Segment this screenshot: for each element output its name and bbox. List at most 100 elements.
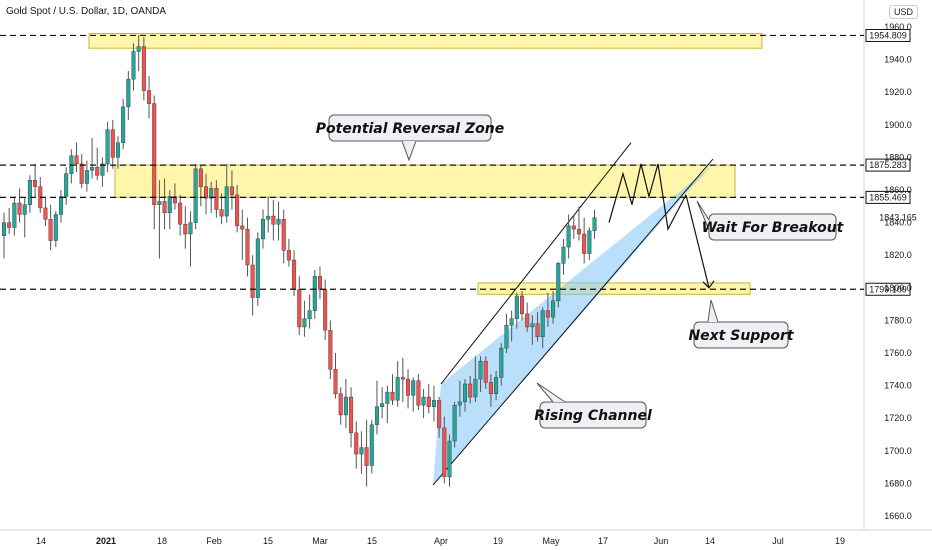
candle-body: [426, 396, 431, 407]
candle-body: [33, 180, 38, 187]
y-tick-label: 1940.0: [884, 55, 912, 65]
candle-body: [105, 129, 110, 165]
candle-body: [369, 424, 374, 466]
candle-body: [188, 222, 193, 235]
currency-badge[interactable]: USD: [888, 5, 918, 19]
breakdown-arrow: [685, 194, 710, 288]
y-tick-label: 1760.0: [884, 348, 912, 358]
candle-body: [582, 233, 587, 254]
zone-rect: [88, 33, 763, 49]
candle-body: [374, 406, 379, 425]
candle-body: [84, 170, 89, 184]
annotation-tail: [536, 382, 566, 403]
candle-body: [152, 103, 157, 205]
candle-body: [333, 369, 338, 394]
y-tick-label: 1880.0: [884, 152, 912, 162]
candle-body: [302, 318, 307, 328]
y-tick-label: 1740.0: [884, 381, 912, 391]
candle-body: [395, 377, 400, 401]
candle-body: [354, 432, 359, 455]
x-tick-label: 14: [705, 536, 715, 546]
level-label: 1875.283: [869, 160, 907, 170]
candle-body: [136, 46, 141, 52]
candle-body: [416, 380, 421, 406]
candle-body: [115, 142, 120, 158]
candle-body: [64, 173, 69, 197]
price-axis-bg: [864, 0, 932, 550]
candle-body: [483, 360, 488, 383]
x-tick-label: 15: [263, 536, 273, 546]
candle-body: [245, 228, 250, 266]
candle-body: [157, 201, 162, 205]
x-tick-label: Jul: [772, 536, 784, 546]
candle-body: [183, 224, 188, 235]
candle-body: [520, 295, 525, 315]
x-tick-label: 2021: [96, 536, 116, 546]
channel-fill: [433, 165, 712, 486]
y-tick-label: 1920.0: [884, 87, 912, 97]
candle-body: [473, 378, 478, 398]
x-tick-label: Jun: [654, 536, 669, 546]
candle-body: [561, 246, 566, 264]
y-tick-label: 1860.0: [884, 185, 912, 195]
candle-body: [359, 447, 364, 455]
x-tick-label: 14: [36, 536, 46, 546]
candle-body: [457, 401, 462, 406]
candle-body: [286, 250, 291, 261]
y-tick-label: 1680.0: [884, 478, 912, 488]
y-tick-label: 1960.0: [884, 22, 912, 32]
candle-body: [178, 202, 183, 225]
candle-body: [488, 382, 493, 394]
y-tick-label: 1700.0: [884, 446, 912, 456]
annotation-box: [693, 321, 789, 349]
candle-body: [292, 259, 297, 290]
current-price-label: 1843.165: [879, 212, 917, 222]
x-tick-label: Apr: [434, 536, 448, 546]
candle-body: [385, 391, 390, 404]
candle-body: [437, 400, 442, 429]
candle-body: [576, 228, 581, 235]
candle-body: [214, 188, 219, 210]
annotation-box: [539, 401, 647, 429]
candle-body: [193, 168, 198, 223]
candle-body: [22, 204, 27, 215]
candle-body: [380, 403, 385, 407]
annotation-label: Rising Channel: [534, 408, 652, 424]
candle-body: [530, 323, 535, 328]
candle-body: [198, 168, 203, 187]
candle-body: [514, 295, 519, 319]
candle-body: [317, 276, 322, 290]
candle-body: [255, 238, 260, 298]
level-label-box: [865, 282, 911, 296]
candle-body: [43, 207, 48, 220]
annotation-label: Next Support: [688, 328, 794, 344]
y-tick-label: 1820.0: [884, 250, 912, 260]
candle-body: [126, 78, 131, 108]
candle-body: [411, 380, 416, 396]
candle-body: [204, 186, 209, 199]
candle-body: [7, 222, 12, 228]
annotation-tail: [707, 299, 719, 323]
symbol-title: Gold Spot / U.S. Dollar, 1D, OANDA: [6, 6, 167, 17]
candle-body: [307, 310, 312, 319]
candle-body: [266, 215, 271, 220]
candle-body: [79, 163, 84, 184]
candle-body: [162, 201, 167, 214]
candle-body: [276, 219, 281, 225]
candle-body: [468, 383, 473, 398]
candle-body: [390, 391, 395, 401]
level-label: 1954.809: [869, 30, 907, 40]
candle-body: [2, 222, 6, 236]
candle-body: [540, 310, 545, 337]
candle-body: [494, 377, 499, 394]
candle-body: [90, 166, 95, 171]
level-label-box: [865, 28, 911, 42]
candle-body: [74, 155, 79, 165]
candle-body: [566, 225, 571, 248]
candle-body: [592, 217, 597, 231]
candle-body: [571, 225, 576, 230]
annotation-label: Potential Reversal Zone: [316, 121, 504, 137]
zone-rect: [477, 282, 751, 295]
